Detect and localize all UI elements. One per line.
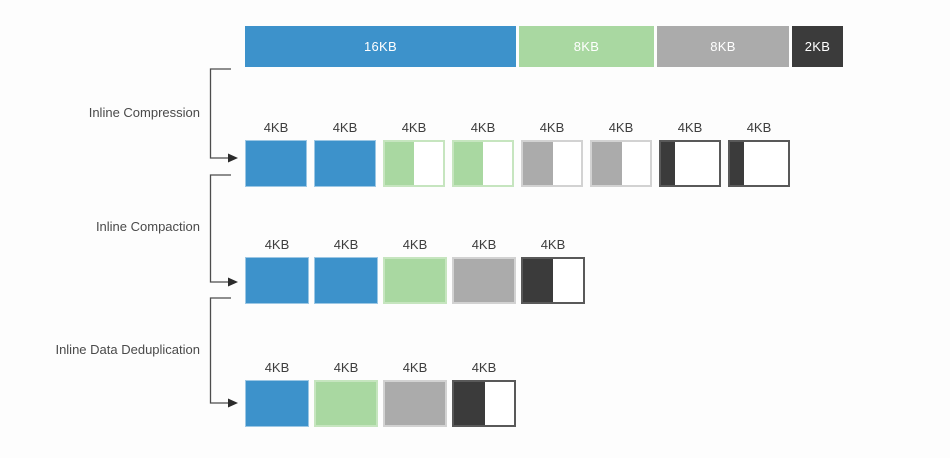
capacity-segment-2kb: 2KB	[792, 26, 843, 67]
connector-elbow-arrow-3	[209, 297, 238, 408]
block-size-label: 4KB	[401, 120, 427, 135]
capacity-bar: 16KB 8KB 8KB 2KB	[245, 26, 843, 67]
block-fill	[246, 141, 306, 186]
block-size-label: 4KB	[677, 120, 703, 135]
block-4kb-gray: 4KB	[452, 235, 516, 304]
block-box	[383, 257, 447, 304]
block-size-label: 4KB	[539, 120, 565, 135]
capacity-segment-8kb: 8KB	[657, 26, 789, 67]
block-box	[383, 140, 445, 187]
block-fill	[246, 381, 308, 426]
block-4kb-gray: 4KB	[590, 118, 652, 187]
block-4kb-dark: 4KB	[728, 118, 790, 187]
capacity-segment-8kb: 8KB	[519, 26, 654, 67]
block-fill	[316, 382, 376, 425]
block-fill	[523, 142, 554, 185]
block-box	[452, 380, 516, 427]
block-size-label: 4KB	[264, 237, 290, 252]
block-size-label: 4KB	[264, 360, 290, 375]
stage-label-inline-data-deduplication: Inline Data Deduplication	[55, 342, 200, 357]
stage-label-inline-compaction: Inline Compaction	[95, 219, 200, 234]
block-fill	[592, 142, 623, 185]
block-fill	[385, 142, 414, 185]
block-box	[245, 257, 309, 304]
block-box	[314, 140, 376, 187]
capacity-segment-16kb: 16KB	[245, 26, 516, 67]
block-size-label: 4KB	[333, 360, 359, 375]
block-fill	[315, 141, 375, 186]
block-fill	[454, 259, 514, 302]
block-box	[521, 140, 583, 187]
block-4kb-green: 4KB	[383, 118, 445, 187]
block-4kb-blue: 4KB	[314, 118, 376, 187]
block-fill	[246, 258, 308, 303]
block-fill	[454, 382, 486, 425]
block-4kb-blue: 4KB	[314, 235, 378, 304]
block-4kb-green: 4KB	[383, 235, 447, 304]
block-box	[521, 257, 585, 304]
block-size-label: 4KB	[402, 360, 428, 375]
block-fill	[523, 259, 553, 302]
block-4kb-blue: 4KB	[245, 235, 309, 304]
block-4kb-gray: 4KB	[383, 358, 447, 427]
block-4kb-dark: 4KB	[659, 118, 721, 187]
block-fill	[730, 142, 744, 185]
block-size-label: 4KB	[263, 120, 289, 135]
block-size-label: 4KB	[746, 120, 772, 135]
block-size-label: 4KB	[332, 120, 358, 135]
connector-elbow-arrow-2	[209, 174, 238, 287]
block-fill	[661, 142, 675, 185]
block-box	[452, 140, 514, 187]
block-fill	[385, 259, 445, 302]
block-fill	[385, 382, 445, 425]
block-box	[452, 257, 516, 304]
block-fill	[315, 258, 377, 303]
block-4kb-dark: 4KB	[452, 358, 516, 427]
block-box	[245, 380, 309, 427]
block-box	[590, 140, 652, 187]
connector-elbow-arrow-1	[209, 68, 238, 163]
block-4kb-blue: 4KB	[245, 358, 309, 427]
row-inline-compression-blocks: 4KB 4KB 4KB 4KB 4KB 4KB 4KB 4KB	[245, 118, 790, 187]
stage-label-inline-compression: Inline Compression	[88, 105, 200, 120]
block-box	[314, 380, 378, 427]
block-size-label: 4KB	[333, 237, 359, 252]
block-box	[728, 140, 790, 187]
block-size-label: 4KB	[471, 237, 497, 252]
row-inline-data-deduplication-blocks: 4KB 4KB 4KB 4KB	[245, 358, 516, 427]
block-box	[659, 140, 721, 187]
block-4kb-green: 4KB	[452, 118, 514, 187]
block-size-label: 4KB	[608, 120, 634, 135]
block-size-label: 4KB	[471, 360, 497, 375]
block-box	[383, 380, 447, 427]
block-4kb-green: 4KB	[314, 358, 378, 427]
block-size-label: 4KB	[402, 237, 428, 252]
block-size-label: 4KB	[470, 120, 496, 135]
block-4kb-dark: 4KB	[521, 235, 585, 304]
block-box	[245, 140, 307, 187]
block-fill	[454, 142, 483, 185]
block-4kb-blue: 4KB	[245, 118, 307, 187]
block-box	[314, 257, 378, 304]
row-inline-compaction-blocks: 4KB 4KB 4KB 4KB 4KB	[245, 235, 585, 304]
block-4kb-gray: 4KB	[521, 118, 583, 187]
block-size-label: 4KB	[540, 237, 566, 252]
